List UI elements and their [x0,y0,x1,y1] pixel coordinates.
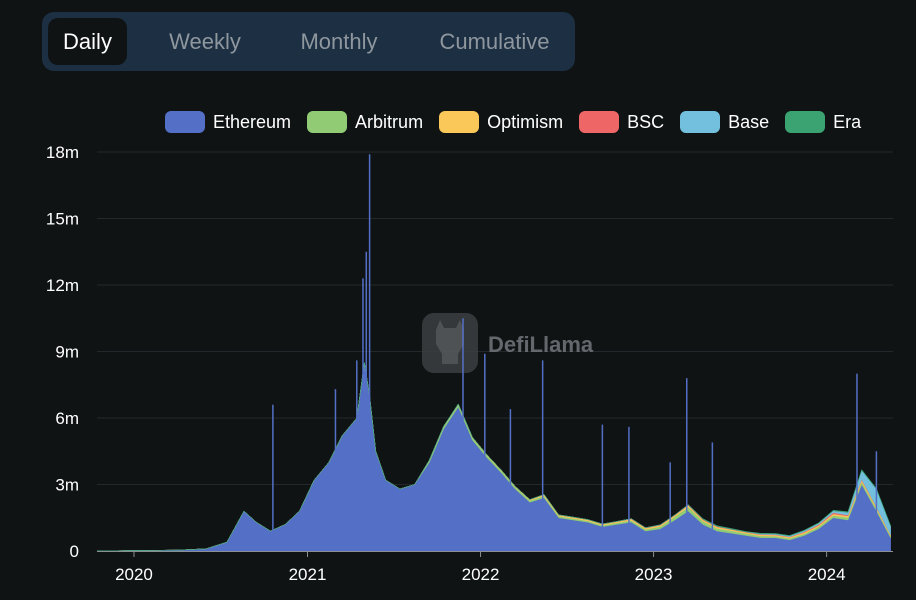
x-tick-label: 2022 [462,565,500,584]
legend-label: BSC [627,111,665,132]
legend-label: Optimism [487,111,564,132]
legend-item-era[interactable]: Era [785,111,861,133]
legend-item-base[interactable]: Base [680,111,769,133]
legend-swatch [579,111,620,133]
tab-weekly[interactable]: Weekly [169,28,241,54]
legend-label: Arbitrum [355,111,424,132]
x-tick-label: 2021 [289,565,327,584]
watermark: DefiLlama [422,313,594,373]
legend-swatch [165,111,205,133]
legend-item-arbitrum[interactable]: Arbitrum [307,111,423,133]
y-axis-ticks: 0 3m 6m 9m 12m 15m 18m [46,143,79,561]
legend-swatch [785,111,826,133]
y-tick-label: 12m [46,276,79,295]
chart-legend: Ethereum Arbitrum Optimism BSC Base Era [165,110,916,134]
x-axis-ticks: 2020 2021 2022 2023 2024 [115,551,846,584]
y-tick-label: 6m [55,409,79,428]
legend-swatch [307,111,348,133]
y-tick-label: 0 [70,542,79,561]
y-tick-label: 3m [55,476,79,495]
spike-marks [272,154,878,551]
grid-lines [97,151,893,485]
y-tick-label: 15m [46,210,79,229]
x-tick-label: 2020 [115,565,153,584]
x-tick-label: 2024 [808,565,846,584]
view-tabs: Daily Weekly Monthly Cumulative [42,12,575,71]
legend-item-ethereum[interactable]: Ethereum [165,111,291,133]
tab-cumulative[interactable]: Cumulative [439,28,550,54]
legend-item-bsc[interactable]: BSC [579,111,664,133]
tab-monthly[interactable]: Monthly [300,28,378,54]
area-era [96,362,891,552]
y-tick-label: 18m [46,143,79,162]
y-tick-label: 9m [55,343,79,362]
tab-daily[interactable]: Daily [48,18,127,65]
legend-swatch [439,111,480,133]
series-areas [96,362,891,552]
watermark-text: DefiLlama [488,332,594,357]
x-tick-label: 2023 [635,565,673,584]
legend-label: Era [833,111,862,132]
legend-label: Ethereum [213,111,292,132]
area-ethereum [96,362,891,552]
legend-item-optimism[interactable]: Optimism [439,111,563,133]
legend-label: Base [728,111,770,132]
legend-swatch [680,111,721,133]
llama-logo-icon [422,313,478,373]
